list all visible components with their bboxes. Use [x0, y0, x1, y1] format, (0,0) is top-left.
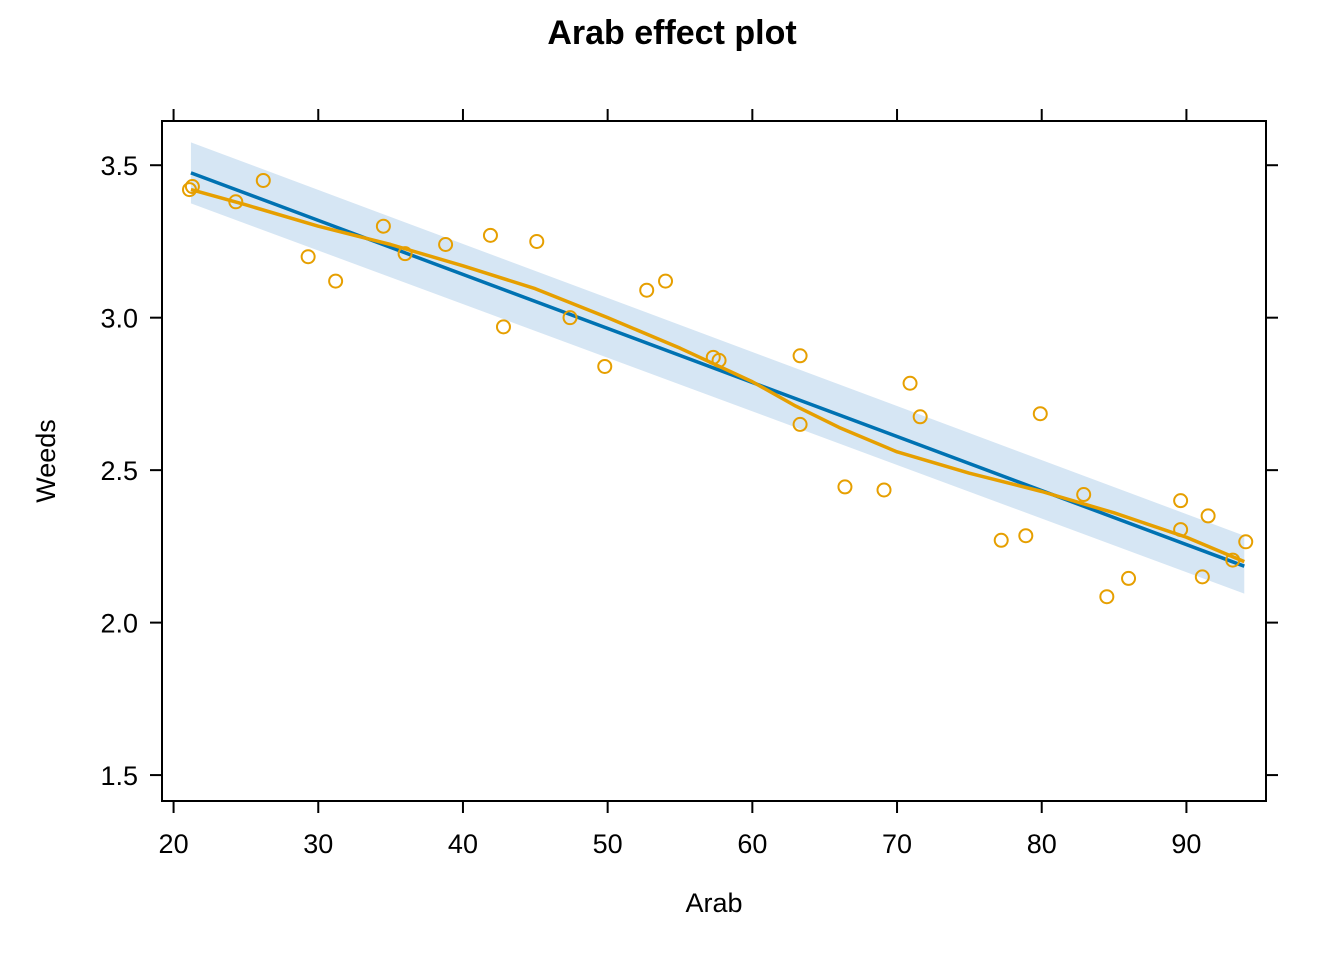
data-point: [562, 310, 578, 326]
plot-frame: [161, 120, 1267, 802]
x-tick-label: 70: [882, 829, 912, 859]
data-point: [876, 482, 892, 498]
data-point: [375, 218, 391, 234]
x-axis-ticks: 20 30 40 50 60 70 80 90: [159, 109, 1201, 859]
data-point: [1076, 487, 1092, 503]
data-point: [902, 375, 918, 391]
data-point: [397, 246, 413, 262]
data-point: [181, 182, 197, 198]
x-tick-label: 30: [303, 829, 333, 859]
data-point: [1121, 570, 1137, 586]
x-tick-label: 20: [159, 829, 189, 859]
y-tick-label: 1.5: [100, 761, 138, 791]
data-point: [1225, 552, 1241, 568]
data-point: [228, 194, 244, 210]
data-point: [1200, 508, 1216, 524]
x-axis-label: Arab: [685, 888, 742, 918]
data-point: [438, 236, 454, 252]
data-point: [1032, 406, 1048, 422]
x-tick-label: 90: [1171, 829, 1201, 859]
data-point: [792, 348, 808, 364]
fit-line-layer: [190, 171, 1245, 568]
y-tick-label: 2.5: [100, 456, 138, 486]
x-tick-label: 80: [1027, 829, 1057, 859]
data-point: [255, 172, 271, 188]
data-point: [529, 233, 545, 249]
data-point: [328, 273, 344, 289]
data-points-layer: [181, 172, 1254, 605]
y-tick-label: 2.0: [100, 609, 138, 639]
y-axis-ticks: 1.5 2.0 2.5 3.0 3.5: [100, 151, 1278, 791]
data-point: [597, 358, 613, 374]
y-axis-label: Weeds: [31, 419, 61, 503]
smooth-line-layer: [190, 187, 1245, 564]
data-point: [912, 409, 928, 425]
data-point: [1194, 569, 1210, 585]
data-point: [1238, 534, 1254, 550]
y-tick-label: 3.0: [100, 304, 138, 334]
x-tick-label: 50: [593, 829, 623, 859]
data-point: [993, 532, 1009, 548]
data-point: [1173, 522, 1189, 538]
x-tick-label: 40: [448, 829, 478, 859]
data-point: [495, 319, 511, 335]
data-point: [792, 416, 808, 432]
data-point: [1018, 528, 1034, 544]
chart-title: Arab effect plot: [547, 14, 796, 52]
fit-line: [190, 171, 1245, 568]
data-point: [639, 282, 655, 298]
x-tick-label: 60: [737, 829, 767, 859]
data-point: [658, 273, 674, 289]
data-point: [1099, 589, 1115, 605]
smooth-line: [190, 187, 1245, 564]
data-point: [1173, 493, 1189, 509]
data-point: [837, 479, 853, 495]
data-point: [300, 249, 316, 265]
data-point: [482, 227, 498, 243]
y-tick-label: 3.5: [100, 151, 138, 181]
data-point: [184, 179, 200, 195]
data-point: [711, 352, 727, 368]
